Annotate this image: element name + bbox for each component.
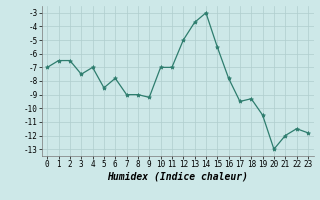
X-axis label: Humidex (Indice chaleur): Humidex (Indice chaleur) — [107, 172, 248, 182]
